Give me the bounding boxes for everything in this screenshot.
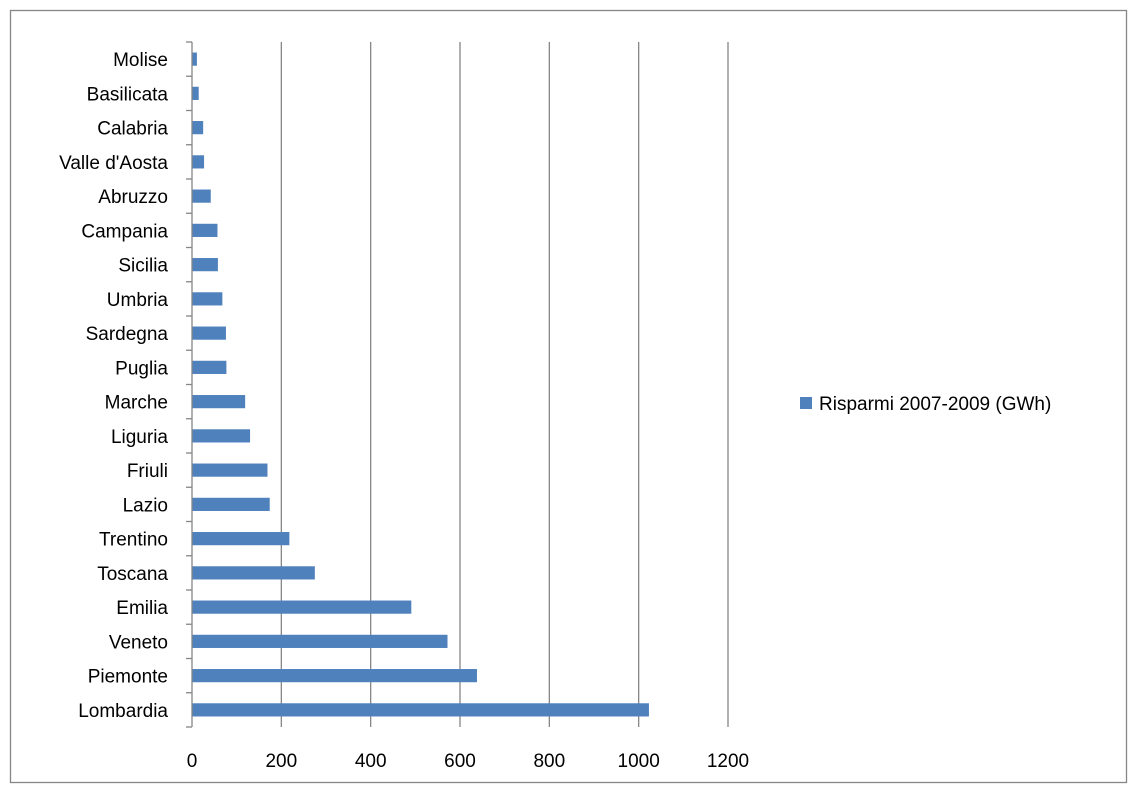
bar-veneto (192, 634, 448, 648)
category-label: Sardegna (86, 324, 169, 345)
x-tick-label: 1200 (707, 751, 749, 772)
bars (192, 52, 649, 717)
category-label: Sicilia (118, 256, 168, 277)
x-tick-label: 400 (355, 751, 387, 772)
category-label: Friuli (127, 461, 168, 482)
bar-campania (192, 223, 218, 237)
category-label: Trentino (99, 530, 168, 551)
bar-liguria (192, 429, 251, 443)
bar-abruzzo (192, 189, 211, 203)
category-label: Basilicata (87, 84, 169, 105)
bar-emilia (192, 600, 412, 614)
bar-molise (192, 52, 197, 66)
category-label: Liguria (111, 427, 168, 448)
bar-umbria (192, 292, 223, 306)
category-label: Marche (105, 393, 168, 414)
bar-toscana (192, 566, 315, 580)
bar-puglia (192, 360, 227, 374)
bar-basilicata (192, 86, 199, 100)
bar-lazio (192, 497, 270, 511)
x-tick-label: 600 (444, 751, 476, 772)
category-label: Veneto (109, 632, 168, 653)
bar-sicilia (192, 258, 218, 272)
x-tick-label: 1000 (618, 751, 660, 772)
category-label: Emilia (116, 598, 168, 619)
bar-marche (192, 395, 246, 409)
x-tick-label: 800 (533, 751, 565, 772)
bar-valle-d-aosta (192, 155, 205, 169)
x-tick-label: 200 (265, 751, 297, 772)
legend-swatch (800, 397, 812, 409)
category-label: Toscana (97, 564, 168, 585)
category-label: Valle d'Aosta (59, 153, 168, 174)
axes (186, 41, 193, 728)
legend: Risparmi 2007-2009 (GWh) (800, 394, 1051, 415)
category-labels: Lombardia Piemonte Veneto Emilia Toscana Tren… (59, 50, 168, 722)
x-tick-labels: 0 200 400 600 800 1000 1200 (187, 751, 749, 772)
category-label: Molise (113, 50, 168, 71)
category-label: Calabria (97, 119, 168, 140)
x-tick-label: 0 (187, 751, 198, 772)
bar-sardegna (192, 326, 226, 340)
bar-trentino (192, 532, 290, 546)
bar-friuli (192, 463, 268, 477)
legend-label: Risparmi 2007-2009 (GWh) (819, 394, 1051, 415)
category-label: Campania (81, 221, 168, 242)
category-label: Abruzzo (98, 187, 168, 208)
category-label: Piemonte (88, 667, 168, 688)
category-label: Umbria (107, 290, 169, 311)
bar-piemonte (192, 669, 477, 683)
category-label: Puglia (115, 358, 168, 379)
bar-lombardia (192, 703, 649, 717)
category-label: Lazio (123, 495, 168, 516)
bar-calabria (192, 121, 204, 135)
category-label: Lombardia (78, 701, 168, 722)
